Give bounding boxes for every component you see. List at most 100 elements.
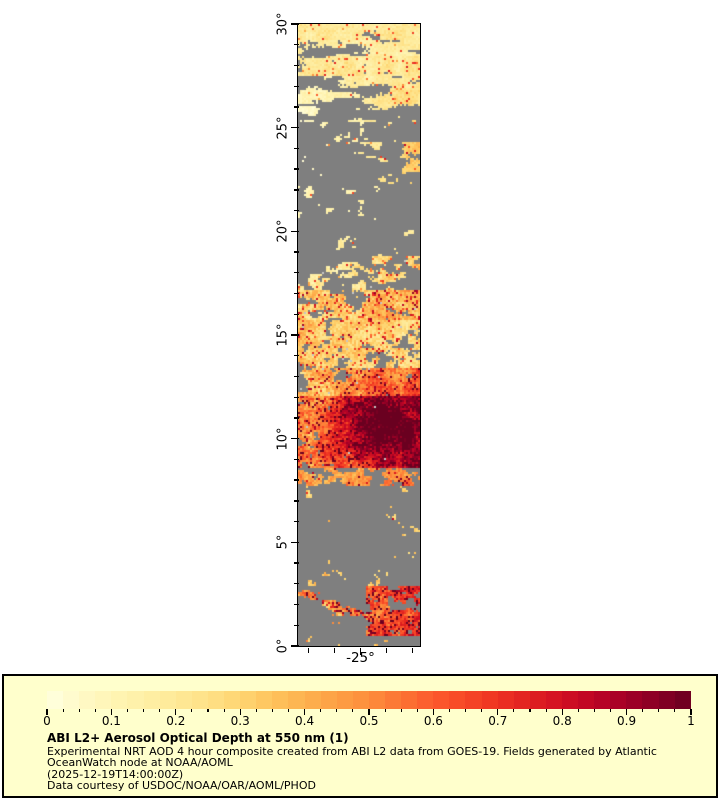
colorbar-block	[594, 691, 611, 709]
colorbar-minor-tick	[126, 709, 129, 712]
colorbar-block	[497, 691, 514, 709]
colorbar-minor-tick	[577, 709, 579, 712]
colorbar-block	[513, 691, 530, 709]
colorbar-major-tick	[690, 709, 692, 715]
figure-description-line-1: Experimental NRT AOD 4 hour composite cr…	[47, 745, 657, 758]
colorbar-minor-tick	[593, 709, 595, 712]
colorbar-minor-tick	[384, 709, 386, 712]
colorbar-minor-tick	[223, 709, 225, 712]
colorbar-major-tick	[432, 709, 434, 715]
lat-major-tick	[290, 126, 299, 129]
lat-minor-tick	[294, 520, 299, 523]
lat-minor-tick	[294, 603, 299, 606]
lat-tick-label: 30°	[275, 12, 291, 36]
colorbar-block	[465, 691, 482, 709]
colorbar-major-tick	[175, 709, 177, 715]
figure-timestamp: (2025-12-19T14:00:00Z)	[47, 767, 184, 781]
lat-minor-tick	[294, 209, 299, 212]
colorbar-minor-tick	[336, 709, 338, 712]
colorbar-minor-tick	[94, 709, 96, 712]
lat-minor-tick	[294, 562, 299, 564]
lat-tick-label: 15°	[275, 323, 291, 347]
colorbar-minor-tick	[159, 709, 161, 712]
colorbar-minor-tick	[545, 709, 547, 712]
lon-minor-tick	[411, 647, 414, 653]
lon-minor-tick	[307, 647, 310, 653]
longitude-tick-label: -25°	[346, 650, 375, 666]
colorbar-minor-tick	[255, 709, 257, 712]
colorbar-tick-label: 1	[687, 714, 695, 728]
colorbar-major-tick	[304, 709, 306, 715]
lat-major-tick	[290, 334, 299, 336]
lat-minor-tick	[294, 251, 299, 253]
colorbar-minor-tick	[320, 709, 322, 712]
colorbar-block	[449, 691, 466, 709]
colorbar-tick-label: 0.2	[166, 714, 186, 728]
lat-minor-tick	[294, 417, 299, 419]
colorbar-block	[674, 691, 691, 709]
colorbar-block	[545, 691, 562, 709]
colorbar-major-tick	[239, 709, 241, 715]
colorbar-tick-label: 0.1	[101, 714, 121, 728]
lat-minor-tick	[294, 106, 299, 108]
colorbar-block	[433, 691, 450, 709]
colorbar-minor-tick	[271, 709, 273, 712]
colorbar-block	[578, 691, 595, 709]
colorbar-minor-tick	[62, 709, 64, 712]
lat-major-tick	[290, 230, 299, 233]
colorbar-major-tick	[497, 709, 499, 715]
lat-minor-tick	[294, 272, 299, 274]
colorbar-block	[658, 691, 675, 709]
colorbar-tick-label: 0.5	[359, 714, 379, 728]
colorbar-block	[63, 691, 80, 709]
colorbar-tick-label: 0.3	[230, 714, 250, 728]
lat-minor-tick	[294, 500, 299, 502]
colorbar-block	[143, 691, 160, 709]
aod-map-raster	[298, 23, 420, 646]
colorbar-block	[320, 691, 337, 709]
colorbar-block	[562, 691, 579, 709]
figure-caption: ABI L2+ Aerosol Optical Depth at 550 nm …	[47, 732, 706, 792]
colorbar-block	[336, 691, 353, 709]
colorbar-block	[111, 691, 128, 709]
colorbar-minor-tick	[674, 709, 676, 712]
colorbar-minor-tick	[191, 709, 193, 712]
colorbar-block	[401, 691, 418, 709]
colorbar-block	[529, 691, 546, 709]
lat-minor-tick	[294, 458, 299, 461]
lat-major-tick	[290, 645, 299, 647]
colorbar-minor-tick	[513, 709, 515, 712]
colorbar-tick-label: 0.8	[552, 714, 572, 728]
colorbar-minor-tick	[642, 709, 644, 712]
colorbar-block	[127, 691, 144, 709]
colorbar-minor-tick	[465, 709, 467, 712]
lat-minor-tick	[294, 168, 299, 170]
colorbar-block	[207, 691, 225, 709]
lon-major-tick	[359, 647, 362, 655]
colorbar-minor-tick	[143, 709, 145, 712]
figure-credit: Data courtesy of USDOC/NOAA/OAR/AOML/PHO…	[47, 778, 316, 792]
colorbar-major-tick	[110, 709, 112, 715]
lat-minor-tick	[294, 396, 299, 398]
lat-tick-label: 25°	[275, 116, 291, 140]
lat-minor-tick	[294, 355, 299, 357]
lat-major-tick	[290, 541, 299, 544]
lat-major-tick	[290, 23, 299, 25]
lat-minor-tick	[294, 85, 299, 87]
colorbar-block	[159, 691, 176, 709]
colorbar-block	[352, 691, 369, 709]
colorbar-minor-tick	[400, 709, 402, 712]
lat-minor-tick	[294, 64, 299, 67]
colorbar-block	[384, 691, 402, 709]
colorbar-major-tick	[626, 709, 628, 715]
colorbar-block	[610, 691, 627, 709]
colorbar-tick-label: 0.7	[488, 714, 508, 728]
colorbar-block	[175, 691, 192, 709]
lat-minor-tick	[294, 147, 299, 150]
colorbar-block	[481, 691, 498, 709]
colorbar-minor-tick	[352, 709, 354, 712]
colorbar-minor-tick	[416, 709, 418, 712]
colorbar	[47, 691, 691, 709]
colorbar-tick-label: 0.4	[295, 714, 315, 728]
colorbar-block	[240, 691, 257, 709]
